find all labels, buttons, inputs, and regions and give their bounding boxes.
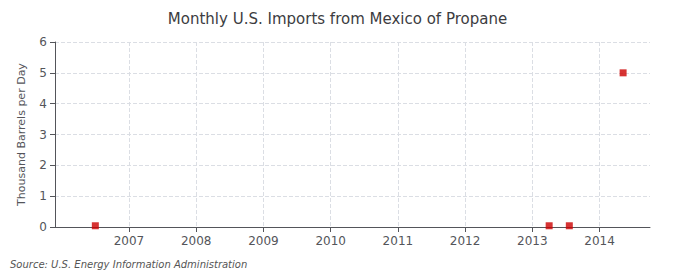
- svg-text:2014: 2014: [584, 234, 615, 248]
- svg-text:2012: 2012: [450, 234, 481, 248]
- svg-text:2010: 2010: [315, 234, 346, 248]
- svg-text:3: 3: [39, 128, 47, 142]
- svg-text:2013: 2013: [517, 234, 548, 248]
- svg-text:2008: 2008: [181, 234, 212, 248]
- svg-text:0: 0: [39, 220, 47, 234]
- svg-text:1: 1: [39, 189, 47, 203]
- svg-text:2009: 2009: [248, 234, 279, 248]
- svg-text:2011: 2011: [383, 234, 414, 248]
- svg-text:Source: U.S. Energy Informatio: Source: U.S. Energy Information Administ…: [10, 259, 247, 270]
- svg-text:2007: 2007: [114, 234, 145, 248]
- svg-text:Thousand Barrels per Day: Thousand Barrels per Day: [15, 63, 28, 207]
- svg-text:Monthly U.S. Imports from Mexi: Monthly U.S. Imports from Mexico of Prop…: [168, 10, 507, 28]
- svg-text:5: 5: [39, 66, 47, 80]
- svg-text:4: 4: [39, 97, 47, 111]
- svg-text:2: 2: [39, 158, 47, 172]
- svg-text:6: 6: [39, 35, 47, 49]
